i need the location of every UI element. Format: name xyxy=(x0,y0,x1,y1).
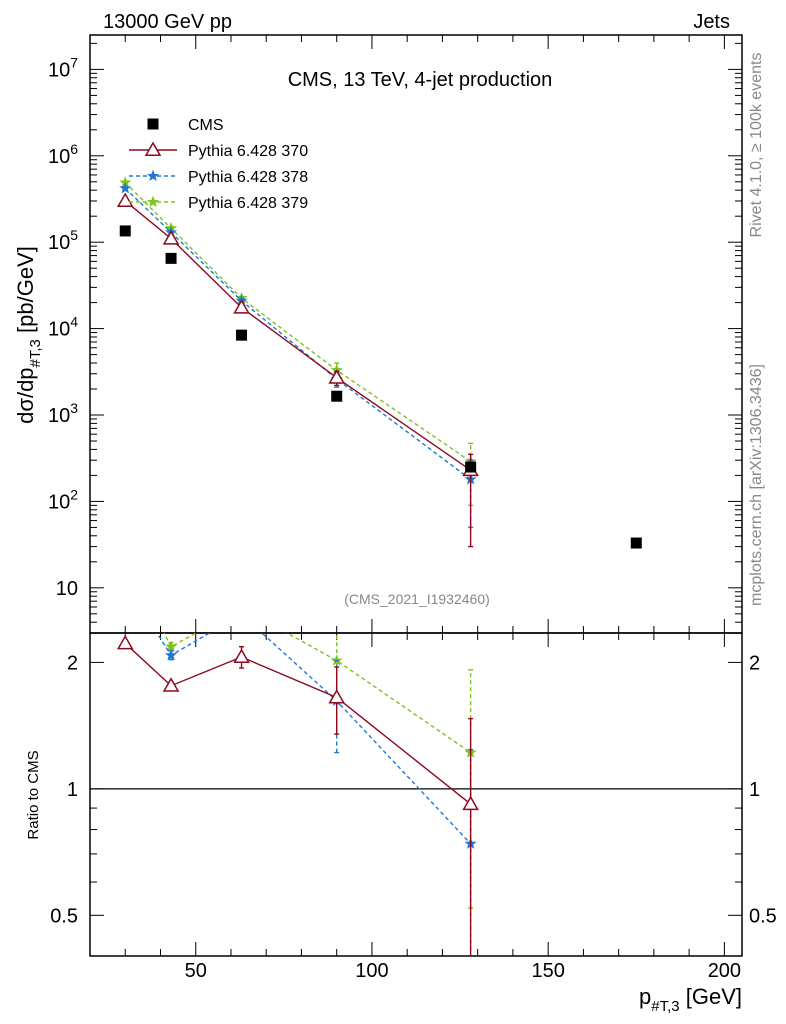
ratio-plot-frame xyxy=(89,632,743,957)
legend-cms-marker xyxy=(147,118,159,130)
pythia-6-428-378-ratio-line xyxy=(156,633,472,845)
pythia-6-428-370-ratio-point xyxy=(162,677,180,692)
ratio-series-layer xyxy=(116,550,479,956)
pythia-6-428-370-ratio-line xyxy=(124,642,472,805)
pythia-6-428-379-ratio-line xyxy=(163,633,472,754)
x-tick-label: 200 xyxy=(708,960,741,982)
svg-text:p#T,3 [GeV]: p#T,3 [GeV] xyxy=(639,984,742,1015)
pythia-6-428-370-point xyxy=(328,369,345,384)
mcplots-label: mcplots.cern.ch [arXiv:1306.3436] xyxy=(748,364,765,606)
y-tick-label: 107 xyxy=(48,54,78,81)
pythia-6-428-370-point xyxy=(116,192,134,207)
ratio-tick-label-left: 2 xyxy=(67,652,78,674)
y-tick-label: 103 xyxy=(48,400,78,427)
ratio-tick-label-left: 1 xyxy=(67,779,78,801)
cms-data-point xyxy=(165,252,177,264)
legend-label-pythia-6-428-378: Pythia 6.428 378 xyxy=(188,169,308,186)
y-tick-label: 102 xyxy=(48,486,78,513)
analysis-watermark: (CMS_2021_I1932460) xyxy=(344,591,490,607)
x-tick-label: 100 xyxy=(355,960,388,982)
cms-data-point xyxy=(236,329,248,341)
pythia-6-428-379-line xyxy=(124,182,472,463)
pythia-6-428-379-ratio-point xyxy=(236,602,246,612)
legend-pythia-6-428-379-marker xyxy=(146,195,160,208)
pythia-6-428-370-point xyxy=(233,299,250,314)
rivet-version-label: Rivet 4.1.0, ≥ 100k events xyxy=(748,53,765,238)
legend-pythia-6-428-378-marker xyxy=(146,169,160,182)
header-right-label: Jets xyxy=(693,11,730,33)
cms-data-point xyxy=(630,537,642,549)
ratio-tick-label-right: 1 xyxy=(749,779,760,801)
pythia-6-428-370-point xyxy=(162,230,180,245)
legend: CMS Pythia 6.428 370 Pythia 6.428 378 Pythi… xyxy=(129,117,308,212)
legend-label-pythia-6-428-379: Pythia 6.428 379 xyxy=(188,195,308,212)
x-tick-label: 150 xyxy=(531,960,564,982)
pythia-6-428-378-ratio-point xyxy=(236,609,246,619)
pythia-6-428-370-ratio-point xyxy=(233,648,250,664)
legend-pythia-6-428-370-marker xyxy=(144,141,162,156)
pythia-6-428-379-ratio-point xyxy=(120,550,130,560)
x-tick-labels: 50 100 150 200 xyxy=(185,960,741,982)
pythia-6-428-370-ratio-point xyxy=(328,688,345,704)
header-left-label: 13000 GeV pp xyxy=(103,11,232,33)
axis-ticks xyxy=(90,35,742,957)
pythia-6-428-378-line xyxy=(124,187,472,480)
legend-label-cms: CMS xyxy=(188,117,224,134)
x-tick-label: 50 xyxy=(185,960,207,982)
y-tick-label: 104 xyxy=(48,314,78,341)
pythia-6-428-378-ratio-point xyxy=(120,577,130,587)
y-tick-label: 105 xyxy=(48,227,78,254)
ratio-tick-label-left: 0.5 xyxy=(50,905,78,927)
y-tick-labels: 10 102 103 104 105 106 107 xyxy=(48,54,78,599)
x-axis-label: p#T,3 [GeV] xyxy=(639,984,742,1015)
cms-data-point xyxy=(331,390,343,402)
cms-data-point xyxy=(465,461,477,473)
pythia-6-428-378-ratio-point xyxy=(165,648,178,661)
cms-data-point xyxy=(119,225,131,237)
main-series-layer xyxy=(116,176,642,549)
pythia-6-428-370-ratio-point xyxy=(116,634,134,650)
legend-label-pythia-6-428-370: Pythia 6.428 370 xyxy=(188,143,308,160)
y-tick-label: 106 xyxy=(48,141,78,168)
pythia-6-428-378-point xyxy=(119,181,132,194)
ratio-tick-labels: 0.5 0.5 1 1 2 2 xyxy=(50,652,777,927)
y-axis-label: dσ/dp#T,3 [pb/GeV] xyxy=(13,246,44,424)
ratio-tick-label-right: 0.5 xyxy=(749,905,777,927)
ratio-tick-label-right: 2 xyxy=(749,652,760,674)
y-tick-label: 10 xyxy=(56,578,78,600)
pythia-6-428-370-ratio-point xyxy=(462,795,479,811)
svg-text:dσ/dp#T,3 [pb/GeV]: dσ/dp#T,3 [pb/GeV] xyxy=(13,246,44,424)
ratio-axis-label: Ratio to CMS xyxy=(25,750,42,839)
chart-title: CMS, 13 TeV, 4-jet production xyxy=(288,69,553,91)
